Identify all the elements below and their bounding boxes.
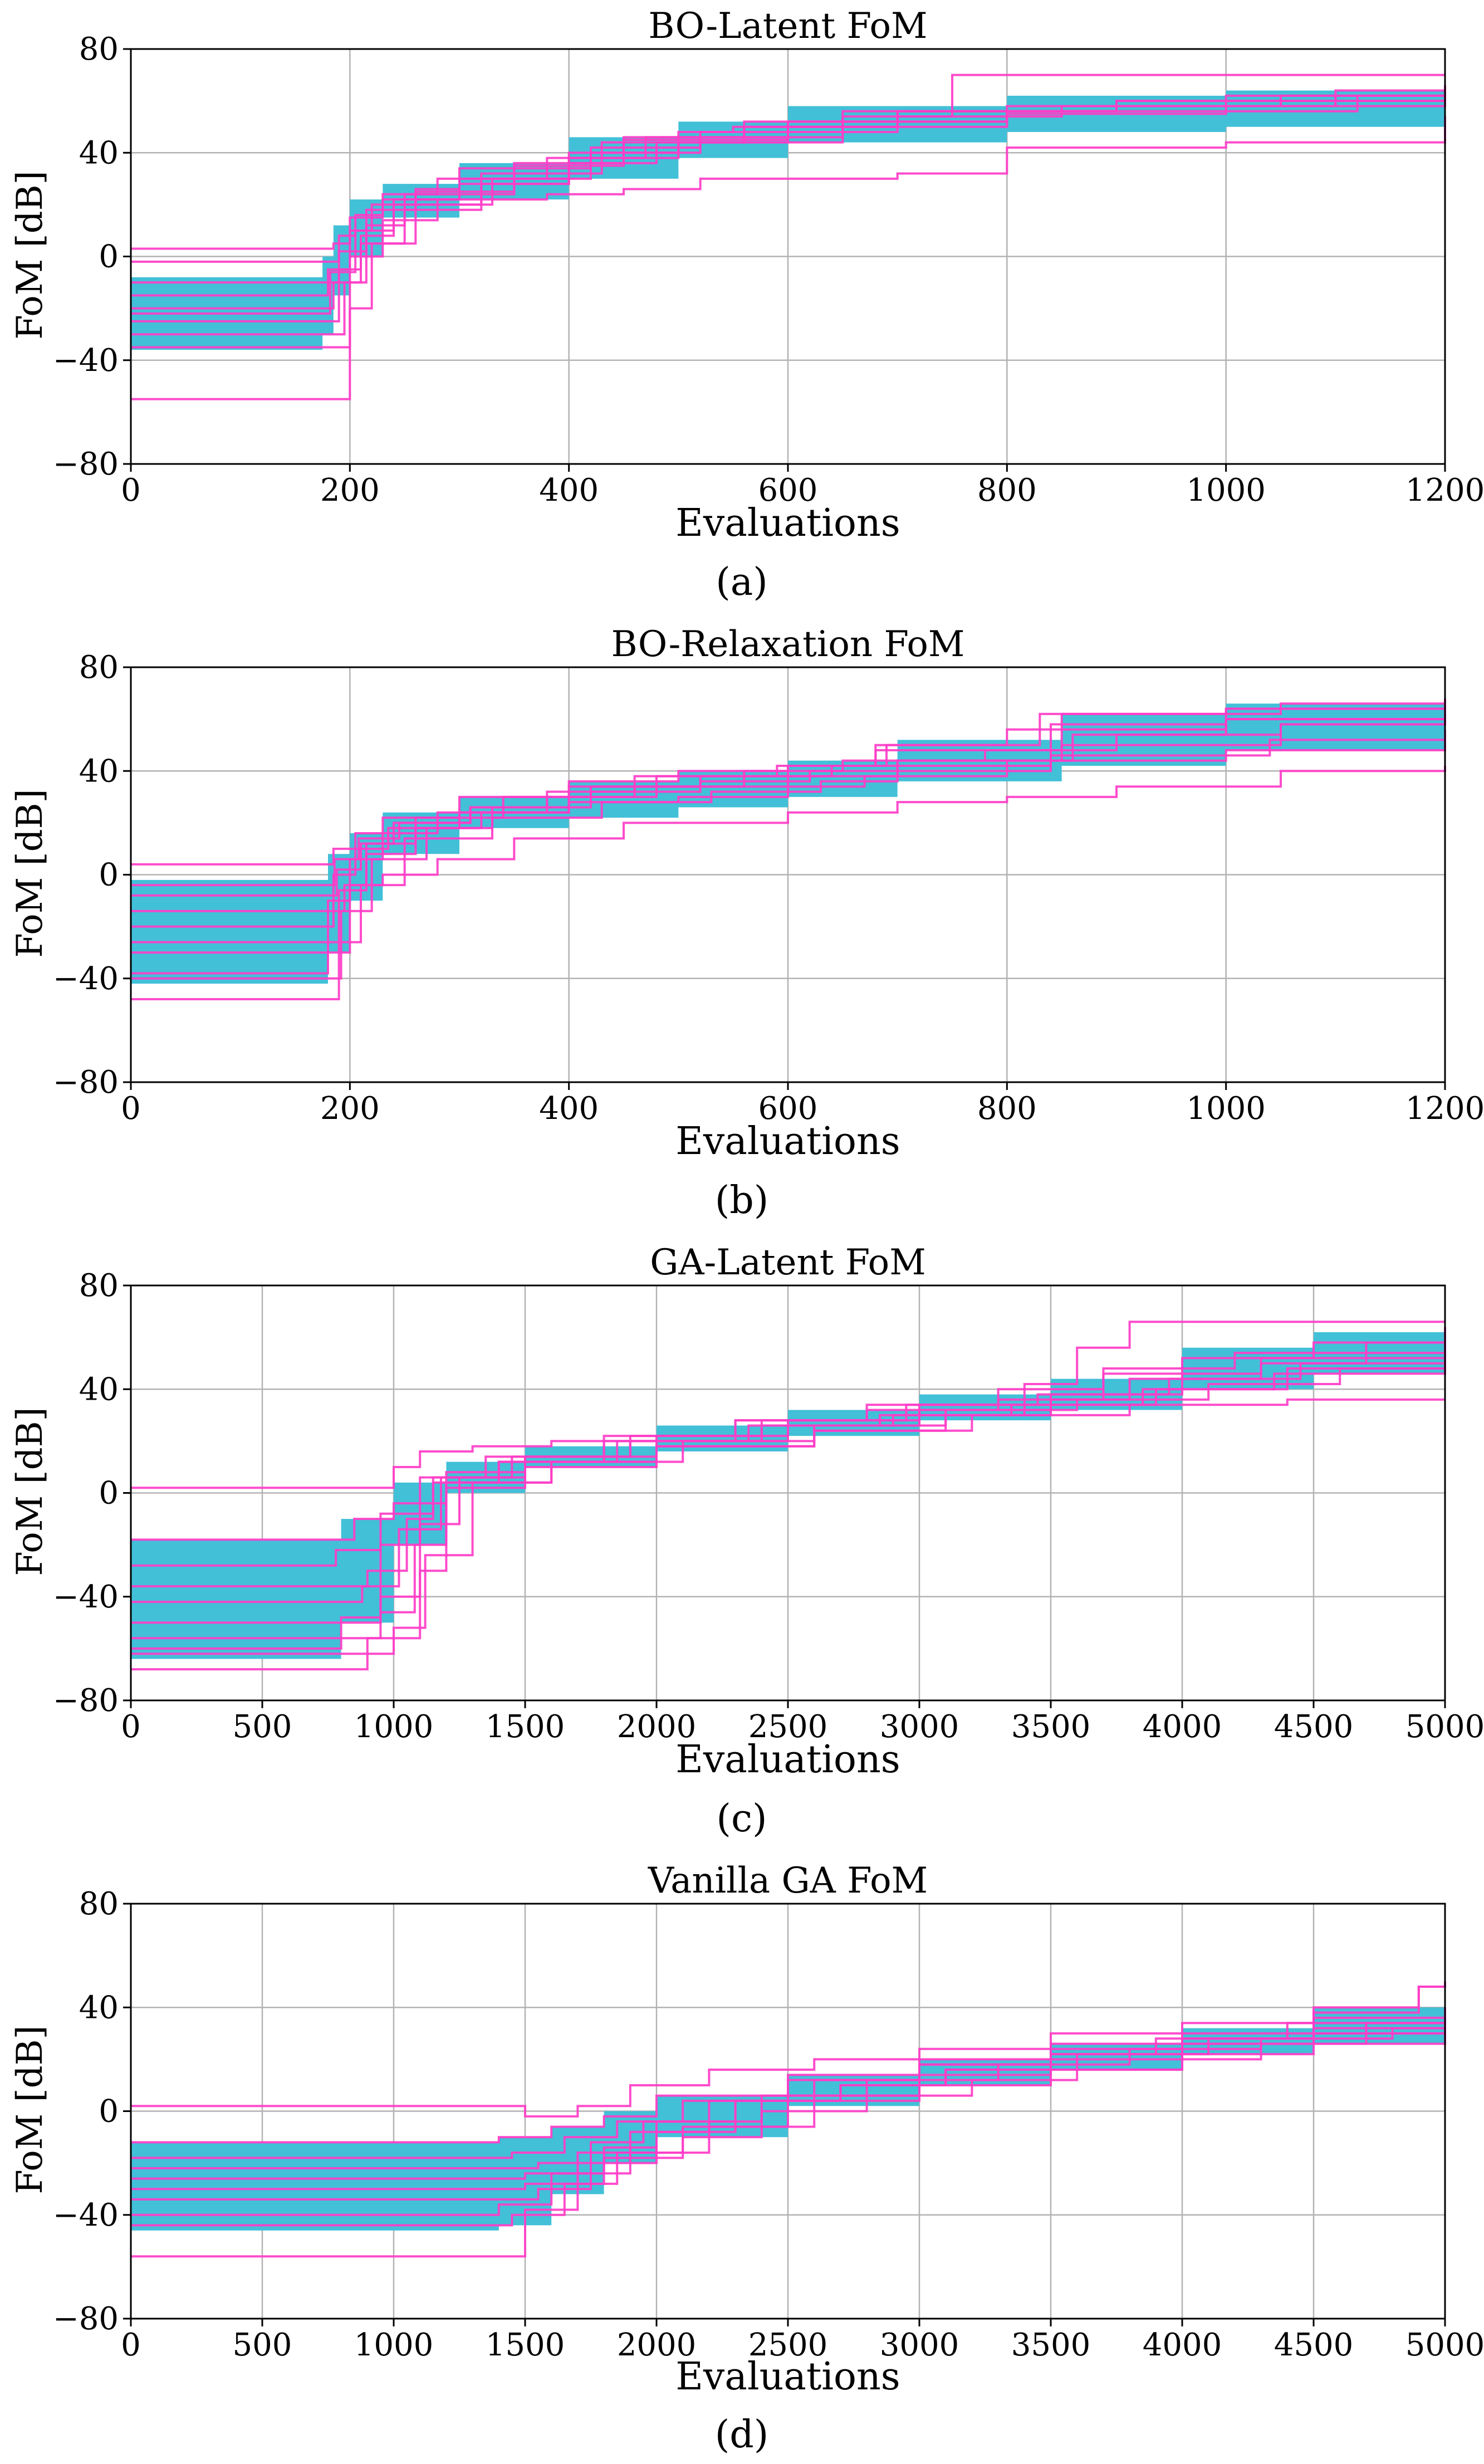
y-tick-label: −80 [53,446,119,482]
x-tick-label: 800 [977,472,1037,509]
y-axis-label: FoM [dB] [9,1407,51,1576]
chart-panel-d: 0 500 1000 1500 2000 2500 3000 3500 4000 4500 5000… [9,1860,1484,2457]
x-tick-label: 5000 [1405,2327,1484,2363]
x-tick-label: 3000 [880,2327,959,2363]
x-tick-label: 600 [758,472,818,509]
y-tick-label: 40 [79,753,119,789]
y-axis-label: FoM [dB] [9,789,51,957]
y-tick-label: 80 [79,31,119,67]
x-tick-label: 4500 [1274,1709,1354,1745]
series-line-10 [131,85,1446,315]
y-tick-label: −40 [53,961,119,997]
x-tick-label: 1500 [486,2327,565,2363]
y-tick-label: 40 [79,1371,119,1407]
series-line-9 [131,703,1446,980]
series-line-10 [131,1347,1446,1655]
x-tick-label: 3500 [1011,2327,1091,2363]
chart-title: GA-Latent FoM [650,1242,925,1283]
x-tick-label: 500 [233,1709,292,1745]
panel-label: (a) [716,560,768,604]
chart-panel-c: 0 500 1000 1500 2000 2500 3000 3500 4000 4500 5000… [9,1242,1484,1841]
chart-title: BO-Relaxation FoM [611,624,965,665]
x-tick-label: 3500 [1011,1709,1091,1745]
y-tick-label: −80 [53,1683,119,1719]
x-tick-label: 4000 [1143,1709,1222,1745]
y-tick-label: 40 [79,135,119,171]
y-tick-label: −80 [53,2301,119,2337]
y-axis-label: FoM [dB] [9,2025,51,2194]
series-line-7 [131,765,1446,954]
y-tick-label: 40 [79,1989,119,2026]
x-tick-label: 1500 [486,1709,565,1745]
y-tick-label: 80 [79,1268,119,1304]
x-tick-label: 1200 [1405,1091,1484,1127]
x-tick-label: 2500 [748,2327,828,2363]
x-tick-label: 5000 [1405,1709,1484,1745]
series-line-7 [131,2033,1446,2258]
x-tick-label: 4500 [1274,2327,1354,2363]
x-tick-label: 1200 [1405,472,1484,509]
series-line-9 [131,90,1446,284]
series-line-1 [131,1981,1446,2118]
x-axis-label: Evaluations [675,1738,900,1782]
chart-title: Vanilla GA FoM [648,1860,928,1901]
x-tick-label: 3000 [880,1709,959,1745]
chart-panel-a: 0 200 400 600 800 1000 1200 −80 −40 0 40 80 BO-Late… [9,6,1484,604]
y-tick-label: 0 [99,2094,119,2130]
x-tick-label: 0 [121,2327,141,2363]
chart-title: BO-Latent FoM [648,6,927,47]
x-axis-label: Evaluations [675,2355,900,2399]
series-line-7 [131,1342,1446,1603]
x-tick-label: 1000 [354,2327,434,2363]
y-tick-label: 80 [79,1886,119,1922]
series-line-6 [131,90,1446,400]
x-tick-label: 1000 [1186,1091,1266,1127]
y-tick-label: −40 [53,2197,119,2233]
series-line-10 [131,719,1446,887]
panel-label: (d) [715,2413,769,2457]
x-tick-label: 1000 [1186,472,1266,509]
spread-band [131,1322,1445,1659]
y-tick-label: 0 [99,1475,119,1512]
x-tick-label: 2000 [617,1709,697,1745]
x-axis-label: Evaluations [675,1119,900,1163]
x-tick-label: 2500 [748,1709,828,1745]
y-tick-label: −80 [53,1064,119,1101]
series-line-10 [131,2012,1446,2169]
x-tick-label: 0 [121,472,141,509]
x-axis-label: Evaluations [675,501,900,545]
series-line-2 [131,713,1446,897]
x-tick-label: 800 [977,1091,1037,1127]
panel-label: (c) [716,1797,767,1841]
panel-label: (b) [715,1179,769,1223]
y-tick-label: 0 [99,857,119,893]
x-tick-label: 200 [320,472,380,509]
y-axis-label: FoM [dB] [9,170,51,339]
y-tick-label: −40 [53,1579,119,1615]
x-tick-label: 1000 [354,1709,434,1745]
series-line-8 [131,116,1446,349]
series-line-6 [131,740,1446,928]
x-tick-label: 600 [758,1091,818,1127]
x-tick-label: 500 [233,2327,292,2363]
x-tick-label: 2000 [617,2327,697,2363]
x-tick-label: 0 [121,1709,141,1745]
chart-panel-b: 0 200 400 600 800 1000 1200 −80 −40 0 40 80 BO-Rela… [9,624,1484,1223]
series-line-9 [131,2017,1446,2191]
y-tick-label: −40 [53,343,119,379]
x-tick-label: 200 [320,1091,380,1127]
x-tick-label: 4000 [1143,2327,1222,2363]
x-tick-label: 400 [539,1091,599,1127]
x-tick-label: 400 [539,472,599,509]
x-tick-label: 0 [121,1091,141,1127]
y-tick-label: 80 [79,649,119,686]
y-tick-label: 0 [99,239,119,275]
